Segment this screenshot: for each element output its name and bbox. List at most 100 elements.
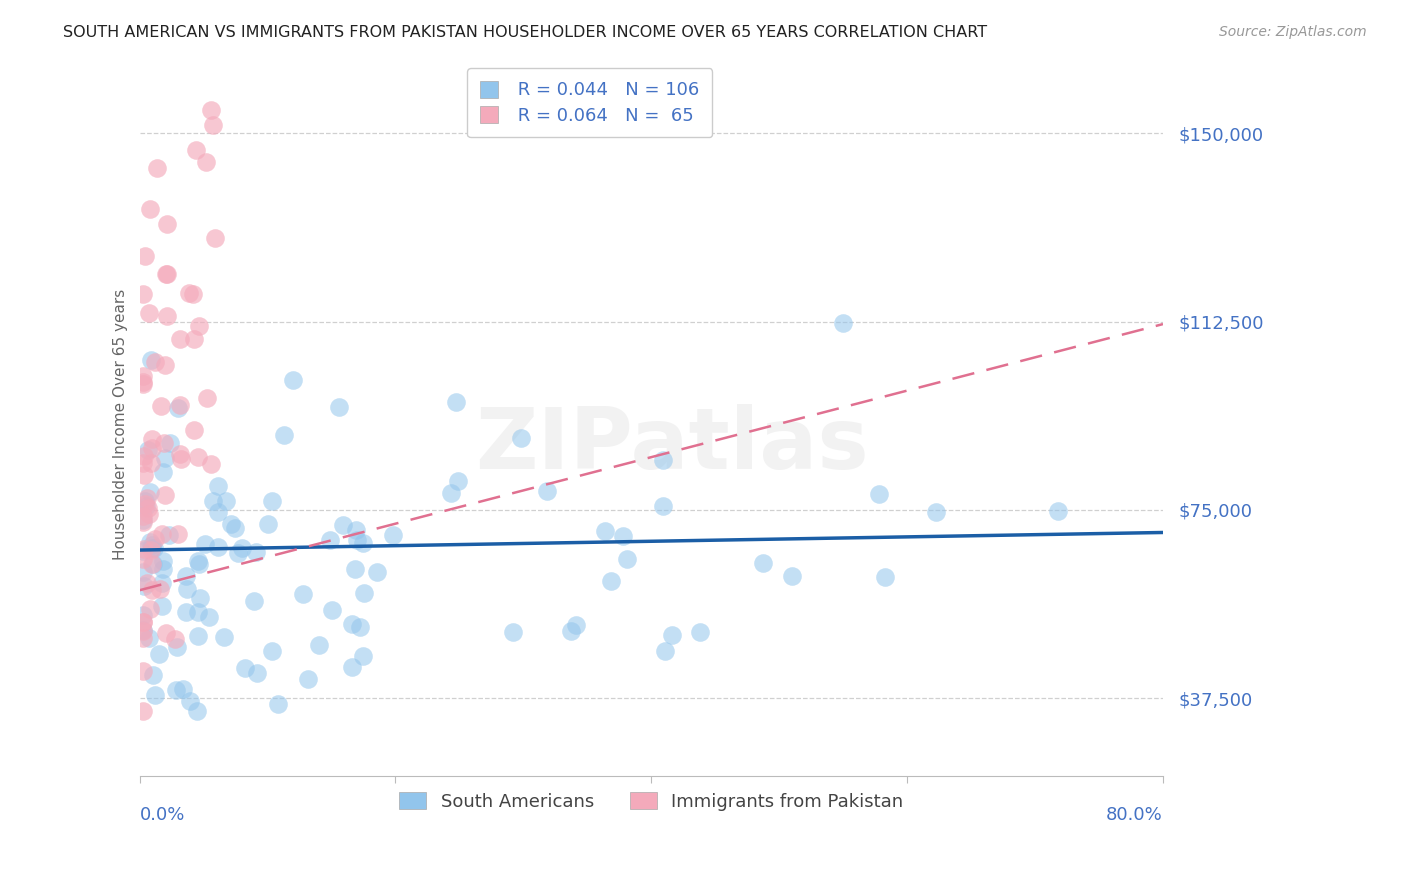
Point — [200, 103, 222, 117]
Point — [560, 624, 582, 639]
Point — [780, 568, 803, 582]
Point — [440, 486, 463, 500]
Point — [267, 698, 290, 712]
Point — [177, 285, 200, 300]
Point — [167, 401, 190, 416]
Point — [291, 587, 314, 601]
Point — [150, 526, 173, 541]
Point — [132, 513, 155, 527]
Point — [198, 610, 221, 624]
Point — [132, 665, 155, 679]
Text: ZIPatlas: ZIPatlas — [475, 404, 869, 487]
Point — [157, 528, 180, 542]
Text: Source: ZipAtlas.com: Source: ZipAtlas.com — [1219, 25, 1367, 39]
Point — [152, 562, 174, 576]
Point — [134, 467, 156, 482]
Point — [132, 368, 155, 383]
Point — [831, 316, 853, 330]
Point — [353, 586, 375, 600]
Point — [134, 249, 156, 263]
Point — [174, 568, 197, 582]
Point — [319, 533, 342, 548]
Point — [262, 643, 284, 657]
Point — [352, 536, 374, 550]
Point — [143, 688, 166, 702]
Point — [207, 506, 229, 520]
Point — [153, 450, 176, 465]
Point — [132, 566, 155, 580]
Point — [169, 332, 191, 346]
Point — [132, 579, 155, 593]
Point — [169, 398, 191, 412]
Point — [132, 552, 155, 566]
Point — [132, 376, 155, 391]
Point — [201, 118, 224, 132]
Point — [163, 632, 186, 647]
Point — [593, 524, 616, 539]
Point — [136, 500, 159, 515]
Point — [170, 452, 193, 467]
Point — [219, 516, 242, 531]
Point — [169, 447, 191, 461]
Point — [141, 441, 163, 455]
Point — [150, 576, 173, 591]
Point — [344, 561, 367, 575]
Point — [139, 542, 162, 557]
Point — [187, 450, 209, 464]
Point — [132, 541, 155, 556]
Point — [136, 443, 159, 458]
Point — [155, 487, 177, 501]
Point — [166, 640, 188, 654]
Point — [187, 629, 209, 643]
Point — [134, 493, 156, 508]
Point — [444, 394, 467, 409]
Point — [510, 431, 533, 445]
Point — [132, 704, 155, 718]
Point — [224, 521, 246, 535]
Point — [155, 310, 177, 324]
Point — [381, 528, 404, 542]
Point — [136, 575, 159, 590]
Point — [142, 557, 165, 571]
Point — [260, 493, 283, 508]
Point — [138, 632, 160, 646]
Point — [135, 491, 157, 506]
Point — [141, 557, 163, 571]
Point — [651, 453, 673, 467]
Point — [145, 161, 167, 176]
Point — [139, 534, 162, 549]
Point — [187, 605, 209, 619]
Point — [875, 570, 897, 584]
Point — [183, 332, 205, 346]
Point — [212, 631, 235, 645]
Point — [352, 649, 374, 664]
Point — [132, 287, 155, 301]
Point — [243, 594, 266, 608]
Point — [132, 376, 155, 390]
Point — [149, 400, 172, 414]
Point — [215, 494, 238, 508]
Point — [187, 319, 209, 334]
Point — [165, 683, 187, 698]
Point — [689, 624, 711, 639]
Point — [447, 474, 470, 488]
Point — [245, 545, 267, 559]
Point — [176, 605, 198, 619]
Point — [600, 574, 623, 589]
Point — [752, 557, 775, 571]
Text: SOUTH AMERICAN VS IMMIGRANTS FROM PAKISTAN HOUSEHOLDER INCOME OVER 65 YEARS CORR: SOUTH AMERICAN VS IMMIGRANTS FROM PAKIST… — [63, 25, 987, 40]
Point — [188, 557, 211, 571]
Point — [186, 704, 208, 718]
Point — [502, 625, 524, 640]
Point — [132, 516, 155, 530]
Point — [132, 615, 155, 629]
Point — [1046, 503, 1069, 517]
Point — [661, 628, 683, 642]
Point — [141, 538, 163, 552]
Point — [143, 533, 166, 547]
Point — [138, 507, 160, 521]
Point — [246, 666, 269, 681]
Point — [281, 373, 304, 387]
Point — [155, 267, 177, 281]
Point — [321, 603, 343, 617]
